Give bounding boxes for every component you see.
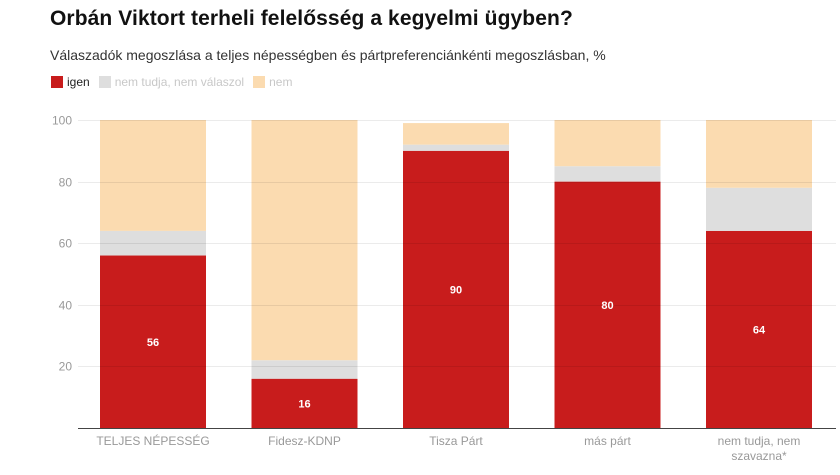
value-label: 16: [298, 398, 310, 410]
bar-segment-nem: [251, 120, 358, 361]
legend-label-nem-tudja: nem tudja, nem válaszol: [114, 75, 245, 89]
bar-segment-nem: [403, 123, 509, 145]
chart-subtitle: Válaszadók megoszlása a teljes népességb…: [50, 47, 606, 63]
bar-segment-nem-tudja--nem-v-laszol: [554, 166, 661, 182]
legend-label-igen: igen: [67, 75, 90, 89]
bar-segment-igen: [554, 181, 661, 428]
y-tick-label: 20: [59, 360, 73, 374]
bar-segment-nem-tudja--nem-v-laszol: [706, 187, 812, 231]
legend-item-nem: nem: [253, 75, 292, 89]
y-tick-label: 40: [59, 299, 73, 313]
bar-segment-nem-tudja--nem-v-laszol: [403, 144, 509, 151]
bar-segment-nem: [100, 120, 206, 231]
bar-segment-nem-tudja--nem-v-laszol: [251, 360, 358, 379]
legend-swatch-igen: [51, 76, 63, 88]
category-label: Fidesz-KDNP: [268, 434, 341, 448]
legend: igen nem tudja, nem válaszol nem: [51, 75, 301, 89]
legend-label-nem: nem: [269, 75, 293, 89]
chart-title: Orbán Viktort terheli felelősség a kegye…: [50, 7, 573, 30]
value-label: 56: [147, 337, 159, 349]
y-tick-label: 100: [52, 114, 72, 128]
bar-segment-nem: [706, 120, 812, 188]
legend-item-nem-tudja: nem tudja, nem válaszol: [98, 75, 245, 89]
legend-swatch-nem: [253, 76, 266, 88]
value-label: 64: [753, 324, 766, 336]
legend-item-igen: igen: [51, 75, 90, 89]
value-label: 80: [601, 300, 613, 312]
bar-segment-nem: [554, 120, 661, 167]
y-tick-label: 80: [59, 176, 73, 190]
legend-swatch-nem-tudja: [98, 76, 111, 88]
value-label: 90: [450, 284, 462, 296]
bar-segment-igen: [403, 150, 509, 429]
category-label: nem tudja, nem: [718, 434, 801, 448]
y-tick-label: 60: [59, 237, 73, 251]
category-label: TELJES NÉPESSÉG: [96, 433, 209, 448]
bar-segment-igen: [251, 378, 358, 428]
category-label: más párt: [584, 434, 631, 448]
bar-segment-nem-tudja--nem-v-laszol: [100, 230, 206, 256]
category-label: Tisza Párt: [429, 434, 483, 448]
bar-segment-igen: [706, 230, 812, 428]
category-label: szavazna*: [731, 449, 787, 463]
bar-segment-igen: [100, 255, 206, 428]
